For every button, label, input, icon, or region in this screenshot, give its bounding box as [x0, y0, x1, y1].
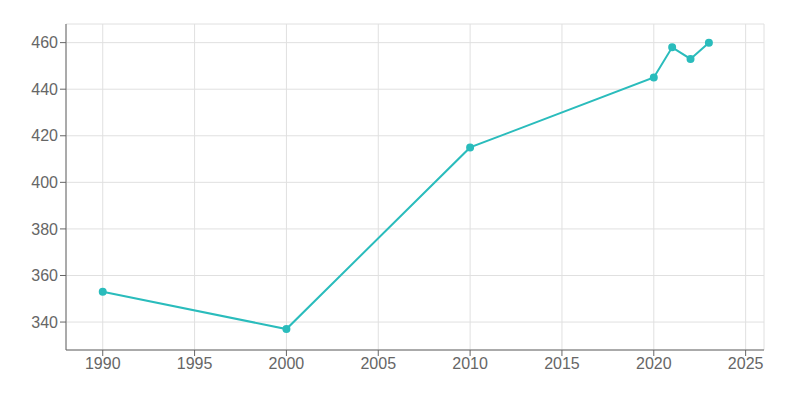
svg-text:340: 340	[31, 314, 58, 331]
svg-text:460: 460	[31, 34, 58, 51]
svg-text:2015: 2015	[544, 355, 580, 372]
svg-text:2020: 2020	[636, 355, 672, 372]
svg-text:440: 440	[31, 81, 58, 98]
svg-text:420: 420	[31, 127, 58, 144]
svg-text:1990: 1990	[85, 355, 121, 372]
svg-text:380: 380	[31, 221, 58, 238]
svg-text:400: 400	[31, 174, 58, 191]
svg-text:1995: 1995	[177, 355, 213, 372]
svg-text:360: 360	[31, 267, 58, 284]
svg-text:2005: 2005	[360, 355, 396, 372]
svg-text:2000: 2000	[269, 355, 305, 372]
svg-text:2010: 2010	[452, 355, 488, 372]
svg-text:2025: 2025	[728, 355, 764, 372]
